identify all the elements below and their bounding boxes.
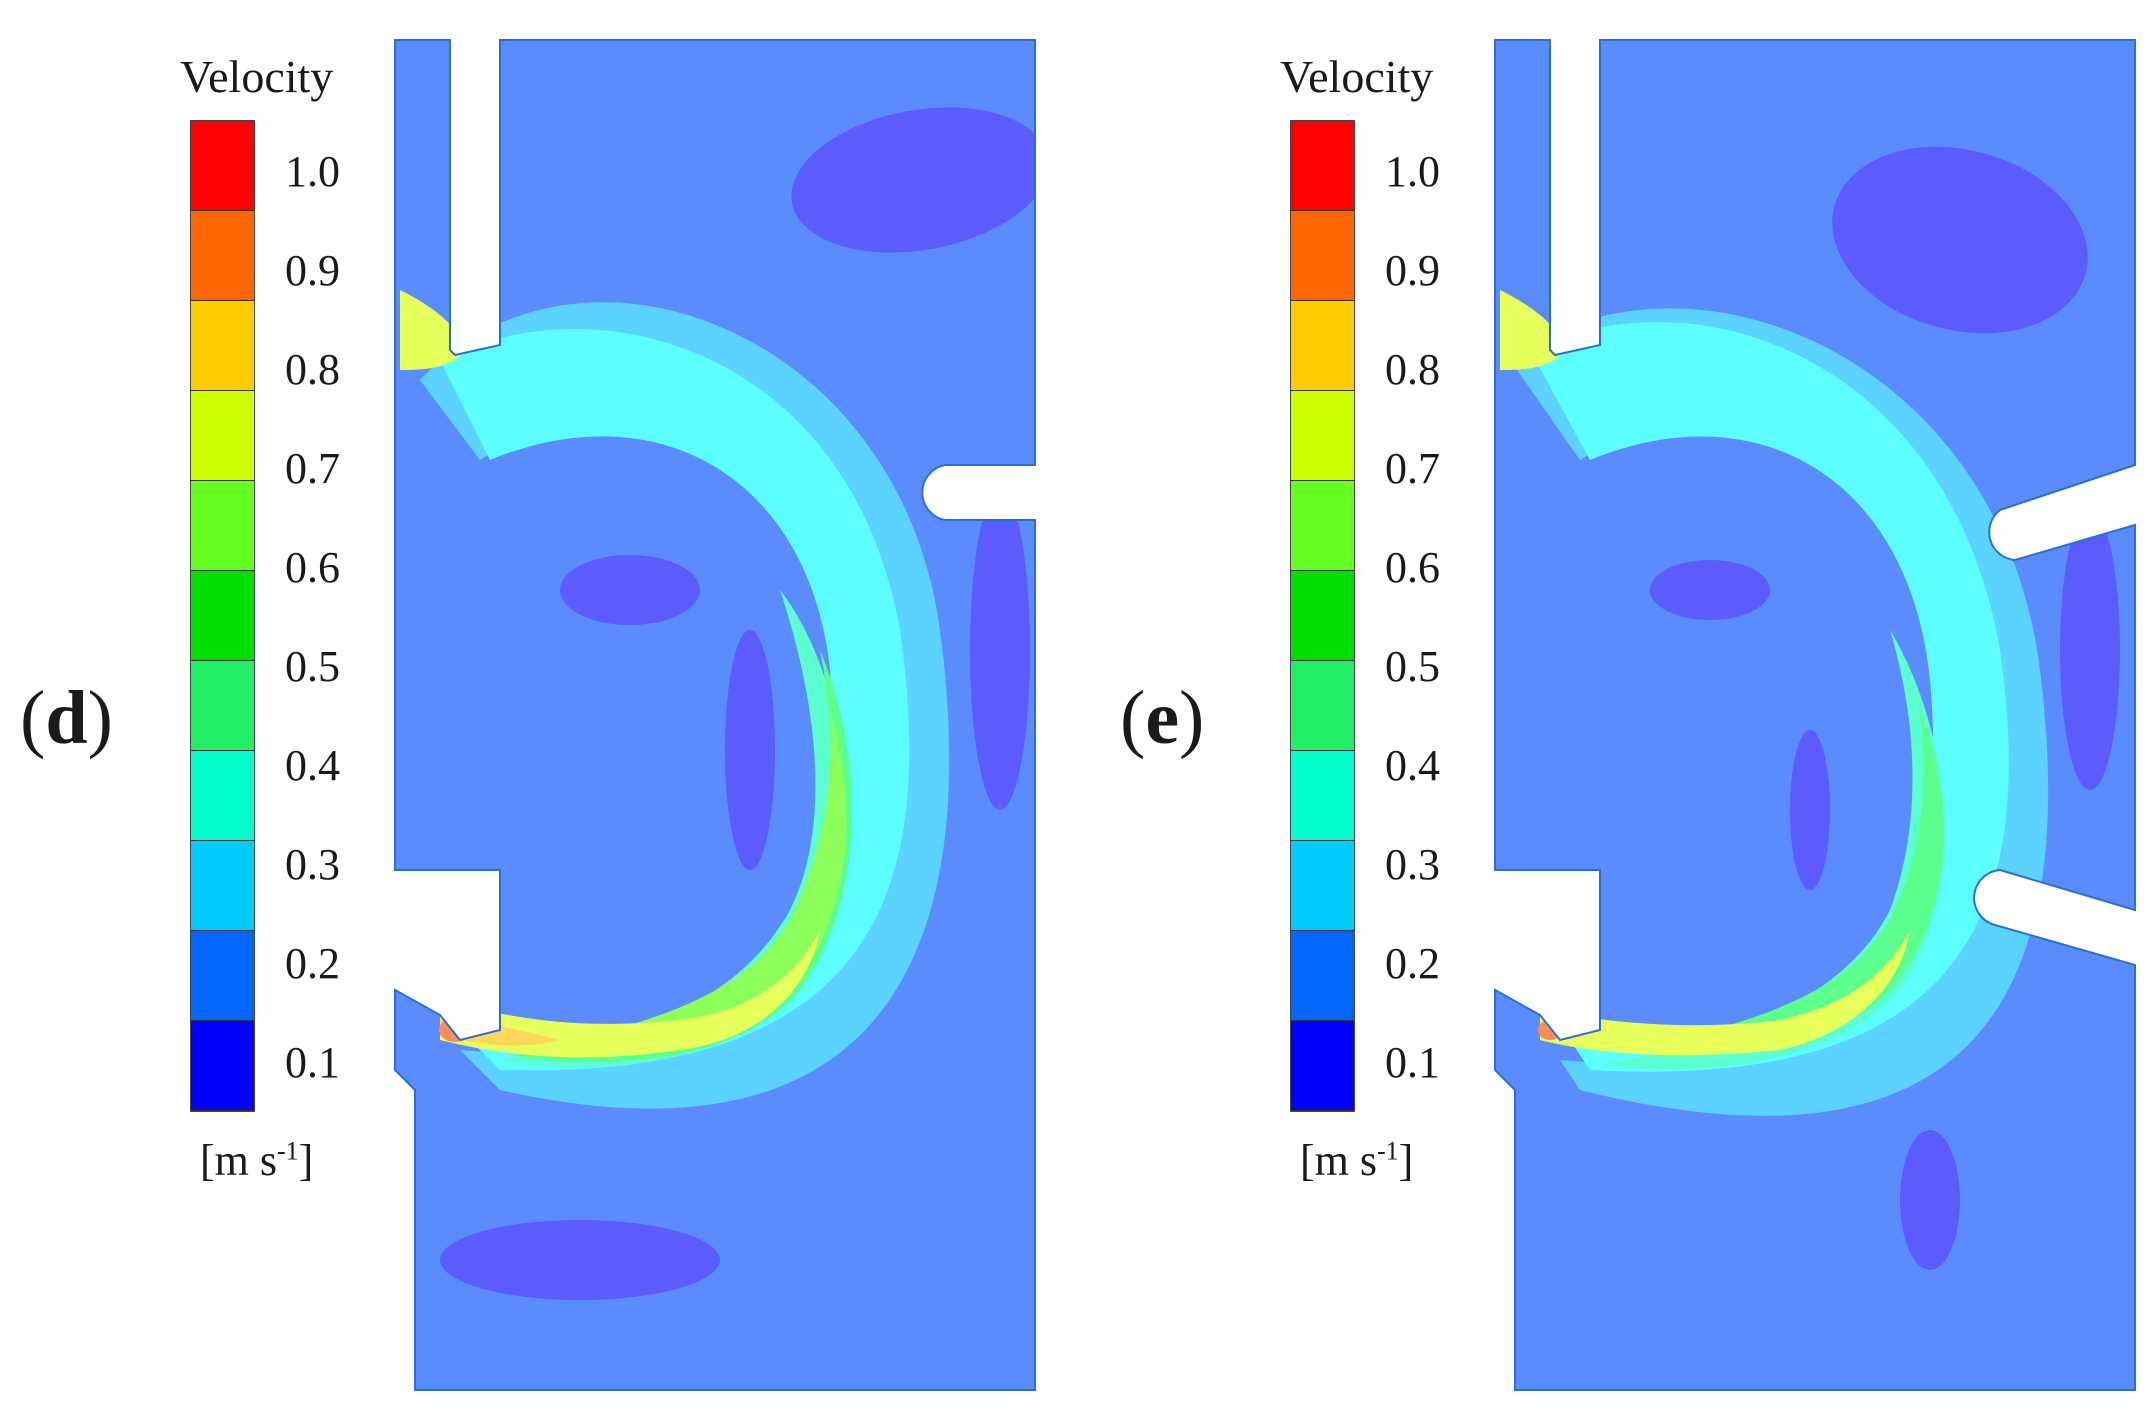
colorbar-block xyxy=(191,751,254,841)
colorbar-tick: 0.5 xyxy=(285,642,340,691)
colorbar-block xyxy=(1291,661,1354,751)
contour-layers xyxy=(1495,40,2135,1390)
panel-label: (e) xyxy=(1120,676,1205,760)
colorbar-tick: 0.9 xyxy=(285,246,340,295)
colorbar-tick: 0.7 xyxy=(285,444,340,493)
colorbar-block xyxy=(191,391,254,481)
legend-title: Velocity xyxy=(180,51,334,102)
colorbar-block xyxy=(191,121,254,211)
colorbar-tick: 0.1 xyxy=(285,1038,340,1087)
domain-outline xyxy=(394,39,1036,1391)
legend-title: Velocity xyxy=(1280,51,1434,102)
colorbar-block xyxy=(1291,121,1354,211)
colorbar-tick: 0.9 xyxy=(1385,246,1440,295)
colorbar-tick: 0.3 xyxy=(285,840,340,889)
colorbar-block xyxy=(1291,211,1354,301)
colorbar-tick: 0.8 xyxy=(1385,345,1440,394)
colorbar-block xyxy=(1291,481,1354,571)
domain-outline xyxy=(1494,39,2136,1391)
colorbar-block xyxy=(1291,1021,1354,1111)
colorbar xyxy=(190,120,255,1112)
colorbar-tick: 0.4 xyxy=(1385,741,1440,790)
contour-layers xyxy=(395,40,1035,1390)
velocity-contour-field xyxy=(394,39,1036,1391)
colorbar-block xyxy=(191,301,254,391)
colorbar-block xyxy=(191,571,254,661)
colorbar-block xyxy=(191,841,254,931)
velocity-contour-field xyxy=(1494,39,2136,1391)
units-label: [m s-1] xyxy=(200,1136,314,1185)
panel-d: (d) Velocity 1.0 0.9 0.8 0.7 0.6 0.5 0.4… xyxy=(20,39,1036,1391)
colorbar-block xyxy=(191,1021,254,1111)
colorbar-block xyxy=(191,211,254,301)
colorbar-block xyxy=(1291,751,1354,841)
colorbar-tick: 0.3 xyxy=(1385,840,1440,889)
colorbar-tick: 0.4 xyxy=(285,741,340,790)
colorbar-block xyxy=(1291,391,1354,481)
colorbar-tick: 0.2 xyxy=(285,939,340,988)
colorbar-block xyxy=(191,661,254,751)
colorbar-block xyxy=(1291,301,1354,391)
colorbar-tick: 0.1 xyxy=(1385,1038,1440,1087)
colorbar-block xyxy=(191,481,254,571)
colorbar-tick: 1.0 xyxy=(285,147,340,196)
colorbar-tick: 0.7 xyxy=(1385,444,1440,493)
colorbar-tick: 0.6 xyxy=(1385,543,1440,592)
colorbar-block xyxy=(1291,571,1354,661)
colorbar-block xyxy=(1291,841,1354,931)
colorbar xyxy=(1290,120,1355,1112)
colorbar-tick: 0.8 xyxy=(285,345,340,394)
colorbar-block xyxy=(191,931,254,1021)
panel-e: (e) Velocity 1.0 0.9 0.8 0.7 0.6 0.5 0.4… xyxy=(1100,0,2155,1421)
panel-label: (d) xyxy=(20,676,113,760)
colorbar-tick: 1.0 xyxy=(1385,147,1440,196)
colorbar-block xyxy=(1291,931,1354,1021)
units-label: [m s-1] xyxy=(1300,1136,1414,1185)
colorbar-tick: 0.2 xyxy=(1385,939,1440,988)
colorbar-tick: 0.5 xyxy=(1385,642,1440,691)
colorbar-tick: 0.6 xyxy=(285,543,340,592)
